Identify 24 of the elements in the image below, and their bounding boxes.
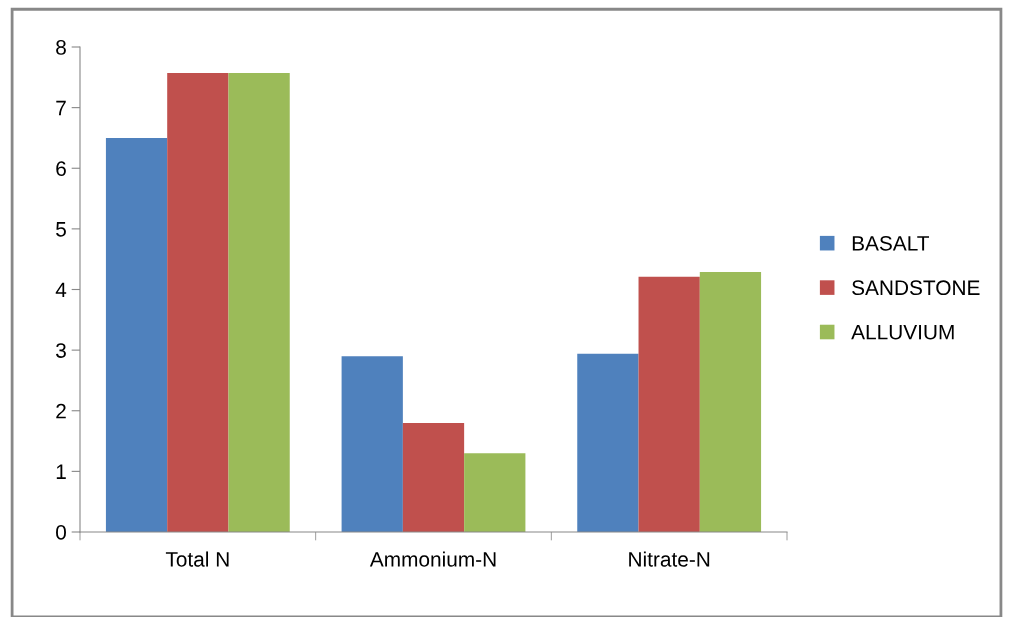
- bar: [341, 356, 403, 532]
- legend-label: BASALT: [852, 235, 930, 251]
- y-tick-label: 2: [56, 403, 66, 419]
- legend-label: ALLUVIUM: [851, 324, 954, 340]
- bar: [402, 422, 465, 532]
- bar: [105, 137, 168, 532]
- legend-label: SANDSTONE: [852, 280, 980, 296]
- bar: [228, 73, 290, 532]
- y-tick-label: 0: [56, 525, 66, 540]
- x-tick-label: Ammonium-N: [369, 551, 496, 567]
- y-tick-label: 8: [56, 40, 66, 55]
- x-tick-label: Total N: [165, 551, 229, 567]
- y-tick-label: 7: [56, 100, 66, 116]
- bar: [638, 276, 700, 532]
- y-tick-label: 4: [55, 282, 67, 298]
- x-tick-label: Nitrate-N: [629, 551, 710, 567]
- bar: [577, 353, 639, 532]
- y-tick-label: 1: [56, 464, 66, 479]
- y-tick-label: 3: [56, 343, 66, 358]
- bar: [464, 453, 526, 532]
- bar: [167, 73, 229, 532]
- y-tick-label: 5: [56, 222, 66, 237]
- y-tick-label: 6: [56, 161, 66, 176]
- bar: [699, 271, 762, 532]
